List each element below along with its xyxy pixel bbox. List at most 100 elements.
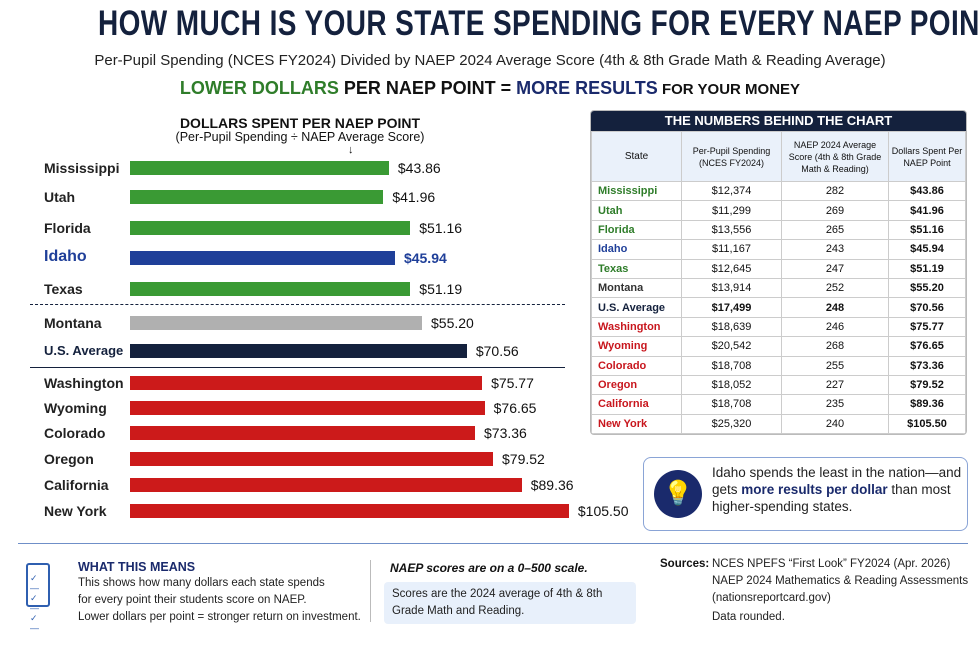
spending-cell: $12,645 bbox=[681, 258, 782, 279]
dollars-per-point-cell: $43.86 bbox=[888, 180, 966, 202]
table-row: Utah $11,299 269 $41.96 bbox=[591, 200, 966, 221]
category-label: Florida bbox=[44, 220, 91, 236]
category-label: New York bbox=[44, 503, 107, 519]
footer-line: for every point their students score on … bbox=[78, 594, 307, 606]
data-label: $89.36 bbox=[530, 477, 574, 493]
bar-california bbox=[130, 478, 522, 492]
table-row: Wyoming $20,542 268 $76.65 bbox=[591, 336, 966, 357]
spending-cell: $17,499 bbox=[681, 297, 782, 318]
table-row: U.S. Average $17,499 248 $70.56 bbox=[591, 297, 966, 318]
footer-divider bbox=[18, 543, 968, 544]
footer-line: This shows how many dollars each state s… bbox=[78, 577, 325, 589]
spending-cell: $18,639 bbox=[681, 316, 782, 338]
bar-u-s-average bbox=[130, 344, 467, 358]
state-cell: Texas bbox=[591, 258, 682, 279]
category-label: Oregon bbox=[44, 451, 94, 467]
spending-cell: $20,542 bbox=[681, 336, 782, 357]
chart-subtitle: (Per-Pupil Spending ÷ NAEP Average Score… bbox=[175, 130, 425, 144]
state-cell: Washington bbox=[591, 316, 682, 338]
callout-text-end: than most higher-spending states. bbox=[712, 482, 951, 514]
state-cell: Wyoming bbox=[591, 336, 682, 357]
table-row: Washington $18,639 246 $75.77 bbox=[591, 316, 966, 338]
state-cell: Oregon bbox=[591, 374, 682, 396]
column-header: Dollars Spent Per NAEP Point bbox=[888, 131, 966, 182]
score-cell: 227 bbox=[781, 374, 889, 396]
state-cell: New York bbox=[591, 413, 682, 435]
source-line: (nationsreportcard.gov) bbox=[712, 592, 831, 604]
score-cell: 269 bbox=[781, 200, 889, 221]
category-label: Wyoming bbox=[44, 400, 107, 416]
spending-cell: $13,556 bbox=[681, 219, 782, 241]
tagline-part4: FOR YOUR MONEY bbox=[657, 81, 801, 98]
score-cell: 247 bbox=[781, 258, 889, 279]
dollars-per-point-cell: $73.36 bbox=[888, 355, 966, 376]
group-divider bbox=[30, 367, 565, 368]
bar-oregon bbox=[130, 452, 493, 466]
footer-line: Lower dollars per point = stronger retur… bbox=[78, 611, 361, 623]
state-cell: Colorado bbox=[591, 355, 682, 376]
spending-cell: $18,708 bbox=[681, 394, 782, 415]
bar-colorado bbox=[130, 426, 476, 440]
source-line: Data rounded. bbox=[712, 611, 785, 623]
data-label: $73.36 bbox=[484, 425, 527, 441]
score-cell: 268 bbox=[781, 336, 889, 357]
data-label: $79.52 bbox=[502, 451, 545, 467]
bar-mississippi bbox=[130, 161, 389, 175]
tagline-part3: MORE RESULTS bbox=[516, 78, 658, 98]
data-label: $45.94 bbox=[403, 250, 447, 266]
tagline-part2: PER NAEP POINT = bbox=[338, 78, 517, 98]
dollars-per-point-cell: $51.19 bbox=[888, 258, 966, 279]
data-table: THE NUMBERS BEHIND THE CHART State Per-Pu… bbox=[590, 110, 967, 436]
spending-cell: $18,052 bbox=[681, 374, 782, 396]
dollars-per-point-cell: $76.65 bbox=[888, 336, 966, 357]
dollars-per-point-cell: $79.52 bbox=[888, 374, 966, 396]
dollars-per-point-cell: $41.96 bbox=[888, 200, 966, 221]
sources-label: Sources: bbox=[660, 558, 710, 570]
column-header: Per-Pupil Spending (NCES FY2024) bbox=[681, 131, 782, 182]
data-label: $43.86 bbox=[397, 160, 441, 176]
category-label: Utah bbox=[44, 189, 76, 205]
dollars-per-point-cell: $51.16 bbox=[888, 219, 966, 241]
dollars-per-point-cell: $70.56 bbox=[888, 297, 966, 318]
dollars-per-point-cell: $75.77 bbox=[888, 316, 966, 338]
score-cell: 240 bbox=[781, 413, 889, 435]
state-cell: Utah bbox=[591, 200, 682, 221]
page-subtitle: Per-Pupil Spending (NCES FY2024) Divided… bbox=[94, 52, 886, 69]
category-label: Montana bbox=[44, 315, 102, 331]
bar-utah bbox=[130, 190, 384, 204]
state-cell: Idaho bbox=[591, 239, 682, 260]
score-cell: 248 bbox=[781, 297, 889, 318]
spending-cell: $25,320 bbox=[681, 413, 782, 435]
chart-title: DOLLARS SPENT PER NAEP POINT bbox=[179, 115, 421, 131]
dollars-per-point-cell: $105.50 bbox=[888, 413, 966, 435]
bar-washington bbox=[130, 376, 483, 390]
table-row: Colorado $18,708 255 $73.36 bbox=[591, 355, 966, 376]
score-cell: 282 bbox=[781, 180, 889, 202]
score-cell: 243 bbox=[781, 239, 889, 260]
state-cell: Florida bbox=[591, 219, 682, 241]
bar-new-york bbox=[130, 504, 569, 518]
bar-florida bbox=[130, 221, 411, 235]
category-label: Mississippi bbox=[44, 160, 120, 176]
page-title: HOW MUCH IS YOUR STATE SPENDING FOR EVER… bbox=[98, 4, 980, 43]
data-label: $51.19 bbox=[419, 281, 463, 297]
data-label: $75.77 bbox=[491, 375, 534, 391]
score-cell: 246 bbox=[781, 316, 889, 338]
table-title: THE NUMBERS BEHIND THE CHART bbox=[591, 111, 966, 131]
table-row: Texas $12,645 247 $51.19 bbox=[591, 258, 966, 279]
score-cell: 265 bbox=[781, 219, 889, 241]
data-label: $55.20 bbox=[431, 315, 474, 331]
idaho-callout: 💡 Idaho spends the least in the nation—a… bbox=[643, 457, 968, 531]
group-divider bbox=[30, 304, 565, 305]
state-cell: U.S. Average bbox=[591, 297, 682, 318]
source-line: NCES NPEFS “First Look” FY2024 (Apr. 202… bbox=[712, 558, 951, 570]
table-row: New York $25,320 240 $105.50 bbox=[591, 413, 966, 435]
category-label: Texas bbox=[44, 281, 83, 297]
score-cell: 252 bbox=[781, 277, 889, 299]
category-label: Colorado bbox=[44, 425, 106, 441]
state-cell: Mississippi bbox=[591, 180, 682, 202]
category-label: California bbox=[44, 477, 109, 493]
bar-texas bbox=[130, 282, 411, 296]
arrow-down-icon: ↓ bbox=[348, 144, 354, 156]
bar-wyoming bbox=[130, 401, 485, 415]
